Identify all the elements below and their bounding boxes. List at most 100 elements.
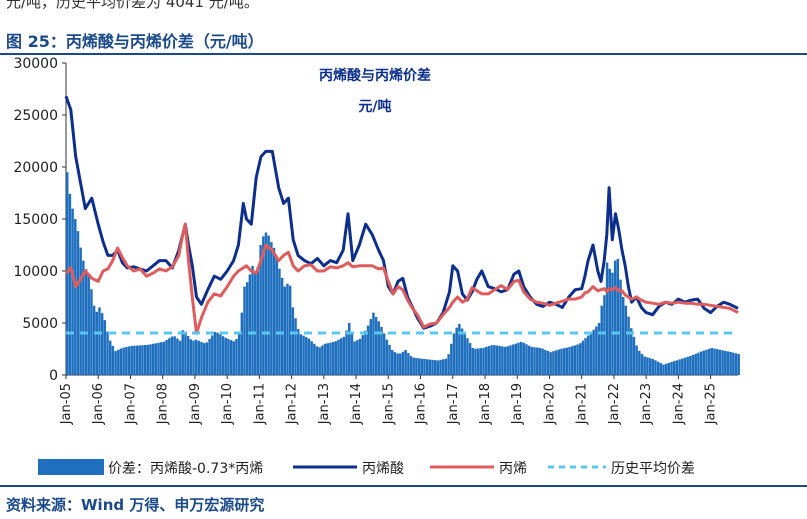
spread-bar [259, 245, 262, 375]
spread-bar [200, 341, 203, 375]
spread-bar [160, 342, 163, 375]
spread-bar [578, 343, 582, 375]
spread-bar [589, 332, 593, 375]
spread-bar [632, 336, 636, 375]
spread-bar [151, 343, 155, 375]
spread-bar [490, 345, 493, 375]
spread-bar [299, 334, 303, 375]
spread-bar [463, 333, 466, 375]
spread-bar [103, 320, 107, 375]
y-tick-label: 10000 [13, 264, 58, 280]
y-tick-label: 15000 [13, 212, 58, 228]
spread-bar [208, 338, 211, 375]
spread-bar [538, 347, 542, 375]
spread-bar [393, 352, 397, 375]
spread-bar [117, 349, 120, 375]
spread-bar [643, 356, 646, 375]
spread-bar [517, 342, 520, 375]
spread-bar [603, 295, 606, 375]
spread-bar [439, 359, 442, 375]
spread-bar [154, 343, 158, 375]
spread-bar [573, 345, 577, 375]
intro-text-fragment: 元/吨，历史平均价差为 4041 元/吨。 [6, 0, 259, 11]
spread-bar [302, 335, 305, 375]
spread-bar [482, 347, 485, 375]
spread-bar [415, 358, 418, 375]
spread-bar [600, 305, 603, 375]
spread-bar [111, 345, 115, 375]
x-tick-label: Jan-23 [639, 383, 654, 425]
spread-bar [729, 352, 732, 375]
spread-bar [667, 362, 671, 375]
spread-bar [576, 344, 579, 375]
x-tick-label: Jan-14 [349, 383, 364, 425]
bottom-rule [0, 485, 807, 487]
spread-bar [525, 344, 528, 375]
spread-bar [713, 348, 716, 375]
spread-bar [707, 348, 711, 375]
acrylic-acid-line [64, 95, 739, 330]
spread-bar [616, 258, 620, 375]
spread-bar [584, 338, 587, 375]
spread-bar [638, 350, 641, 375]
spread-bar [715, 349, 719, 375]
spread-bar [98, 307, 101, 375]
spread-bar [288, 285, 292, 375]
spread-bar [270, 242, 273, 375]
spread-bar [280, 277, 284, 375]
x-tick-label: Jan-10 [220, 383, 235, 425]
spread-bar [345, 330, 348, 375]
spread-bar [431, 359, 434, 375]
spread-bar [361, 335, 364, 375]
spread-bar [211, 335, 214, 375]
y-tick-label: 20000 [13, 160, 58, 176]
spread-bar [192, 340, 195, 375]
spread-bar [256, 271, 260, 375]
spread-bar [143, 345, 147, 375]
spread-bar [106, 331, 109, 375]
spread-bar [718, 349, 722, 375]
spread-bar [278, 268, 281, 375]
spread-bar [71, 208, 74, 375]
spread-bar [683, 357, 687, 375]
spread-bar [262, 236, 265, 375]
legend-label-propylene: 丙烯 [499, 461, 527, 477]
spread-bar [318, 347, 321, 375]
spread-bar [229, 340, 233, 375]
spread-bar [635, 345, 638, 375]
spread-bar [734, 353, 738, 375]
spread-bar [149, 344, 152, 375]
spread-bar [348, 323, 351, 375]
spread-bar [487, 346, 491, 375]
spread-bar [353, 341, 356, 375]
spread-bar [436, 360, 440, 375]
spread-bar [133, 345, 136, 375]
x-tick-label: Jan-12 [285, 383, 300, 425]
spread-bar [442, 359, 445, 375]
spread-bar [423, 358, 426, 375]
spread-bar [514, 343, 518, 375]
spread-bar [396, 353, 399, 375]
spread-bar [92, 305, 96, 375]
legend: 价差：丙烯酸-0.73*丙烯 丙烯酸 丙烯 历史平均价差 [38, 459, 695, 477]
spread-bar [170, 336, 174, 375]
spread-bar [84, 269, 88, 375]
spread-bar [82, 260, 85, 375]
spread-bar [673, 361, 676, 375]
spread-bar [691, 355, 695, 375]
spread-bar [611, 272, 614, 375]
spread-bar [689, 355, 692, 375]
x-tick-label: Jan-08 [156, 383, 171, 425]
spread-bar [458, 323, 461, 375]
spread-bar [283, 286, 287, 375]
spread-bar [385, 339, 389, 375]
spread-bar [627, 316, 630, 375]
spread-bar [664, 363, 668, 375]
spread-bar [334, 341, 338, 375]
x-tick-label: Jan-20 [542, 383, 557, 425]
spread-bar [654, 360, 657, 375]
spread-bar [697, 352, 700, 375]
spread-bar [630, 328, 633, 375]
spread-bar [286, 283, 289, 375]
spread-bar [377, 321, 381, 375]
